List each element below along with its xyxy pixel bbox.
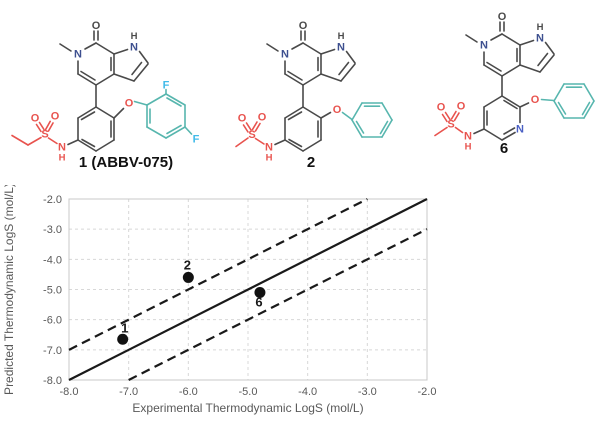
data-point-label-2: 2 <box>184 257 191 272</box>
atom-ether-o: O <box>531 94 540 106</box>
atom-pyrrole-h: H <box>537 22 544 33</box>
molecule-2: O N H N O N H S O O 2 <box>235 20 393 171</box>
mol2-phenoxy-bonds <box>341 102 393 138</box>
tick-labels: -8.0 -7.0 -6.0 -5.0 -4.0 -3.0 -2.0 -8.0 -7.0 -6.0… <box>43 194 436 398</box>
atom-ring-n-methyl: N <box>74 49 82 61</box>
identity-line <box>68 198 428 381</box>
atom-fluorine-para: F <box>193 134 200 146</box>
mol1-difluorophenoxy-bonds <box>133 88 193 139</box>
atom-sulfonamide-n: N <box>58 142 66 154</box>
data-point-1 <box>117 333 129 345</box>
minus-one-log-unit-line <box>128 228 428 381</box>
atom-sulfonamide-h: H <box>59 153 66 164</box>
atom-ring-n-methyl: N <box>281 49 289 61</box>
y-axis-title: Predicted Thermodynamic LogS (mol/L) <box>2 185 16 395</box>
atom-sulfur: S <box>447 119 454 131</box>
y-tick-label: -2.0 <box>43 194 62 206</box>
atom-pyrrole-h: H <box>131 31 138 42</box>
x-tick-label: -7.0 <box>119 386 138 398</box>
plus-one-log-unit-line <box>68 198 368 351</box>
molecule-1-abbv075: O N H N O F F N H S O O 1 (ABBV-075) <box>11 20 200 171</box>
data-point-2 <box>182 271 194 283</box>
atom-sulfonamide-n: N <box>265 142 273 154</box>
mol2-atom-labels: O N H N O N H S O O <box>238 20 345 164</box>
x-tick-label: -4.0 <box>298 386 317 398</box>
atom-ether-o: O <box>125 98 134 110</box>
structures-row: O N H N O F F N H S O O 1 (ABBV-075) <box>0 0 600 184</box>
atom-sulfonamide-h: H <box>465 142 472 153</box>
atom-carbonyl-o: O <box>299 20 308 32</box>
data-point-6 <box>254 287 266 299</box>
mol6-core-bonds <box>465 21 555 97</box>
atom-sulfonamide-h: H <box>266 153 273 164</box>
atom-pyrrole-n: N <box>536 33 544 45</box>
atom-pyrrole-n: N <box>130 42 138 54</box>
atom-sulfonyl-o1: O <box>238 113 247 125</box>
atom-sulfonyl-o2: O <box>51 111 60 123</box>
reference-lines <box>68 198 428 381</box>
mol6-atom-labels: O N H N N O N H S O O <box>437 11 544 153</box>
y-tick-label: -7.0 <box>43 345 62 357</box>
data-point-label-1: 1 <box>121 320 128 335</box>
atom-ether-o: O <box>333 104 342 116</box>
molecule-6-caption: 6 <box>500 140 508 157</box>
atom-pyridine-n: N <box>516 124 524 136</box>
molecule-6: O N H N N O N H S O O 6 <box>434 11 595 157</box>
y-tick-label: -5.0 <box>43 285 62 297</box>
atom-sulfur: S <box>41 129 48 141</box>
x-axis-title: Experimental Thermodynamic LogS (mol/L) <box>132 401 363 415</box>
atom-sulfonyl-o1: O <box>437 102 446 114</box>
atom-carbonyl-o: O <box>92 20 101 32</box>
x-tick-label: -3.0 <box>358 386 377 398</box>
atom-pyrrole-n: N <box>337 42 345 54</box>
plot-border <box>68 198 428 381</box>
mol6-pyridine-ring-bonds <box>473 95 530 141</box>
x-tick-label: -6.0 <box>179 386 198 398</box>
atom-sulfur: S <box>248 129 255 141</box>
mol2-sulfonamide-bonds <box>235 121 265 148</box>
chart-svg: 1 2 6 -8.0 -7.0 -6.0 -5.0 -4.0 -3.0 -2.0 -8.0 -7.0… <box>2 183 436 415</box>
mol2-core-bonds <box>266 30 356 108</box>
atom-sulfonyl-o1: O <box>31 113 40 125</box>
y-tick-label: -4.0 <box>43 254 62 266</box>
atom-fluorine-ortho: F <box>163 80 170 92</box>
x-tick-label: -5.0 <box>239 386 258 398</box>
mol1-core-bonds <box>59 30 149 108</box>
mol1-central-ring-bonds <box>67 106 125 152</box>
y-tick-label: -6.0 <box>43 315 62 327</box>
atom-sulfonamide-n: N <box>464 131 472 143</box>
atom-sulfonyl-o2: O <box>258 112 267 124</box>
atom-carbonyl-o: O <box>498 11 507 23</box>
mol1-sulfonamide-bonds <box>11 120 58 146</box>
mol2-central-ring-bonds <box>274 106 332 152</box>
molecule-1-caption: 1 (ABBV-075) <box>79 154 173 171</box>
mol1-atom-labels: O N H N O F F N H S O O <box>31 20 200 164</box>
x-tick-label: -8.0 <box>60 386 79 398</box>
solubility-parity-chart: 1 2 6 -8.0 -7.0 -6.0 -5.0 -4.0 -3.0 -2.0 -8.0 -7.0… <box>0 183 600 430</box>
x-tick-label: -2.0 <box>418 386 437 398</box>
data-points: 1 2 6 <box>117 257 266 345</box>
atom-ring-n-methyl: N <box>480 40 488 52</box>
mol6-phenoxy-bonds <box>540 83 595 119</box>
data-point-label-6: 6 <box>255 295 262 310</box>
atom-sulfonyl-o2: O <box>457 101 466 113</box>
mol6-sulfonamide-bonds <box>434 110 464 137</box>
y-tick-label: -3.0 <box>43 224 62 236</box>
molecule-2-caption: 2 <box>307 154 315 171</box>
atom-pyrrole-h: H <box>338 31 345 42</box>
y-tick-label: -8.0 <box>43 375 62 387</box>
